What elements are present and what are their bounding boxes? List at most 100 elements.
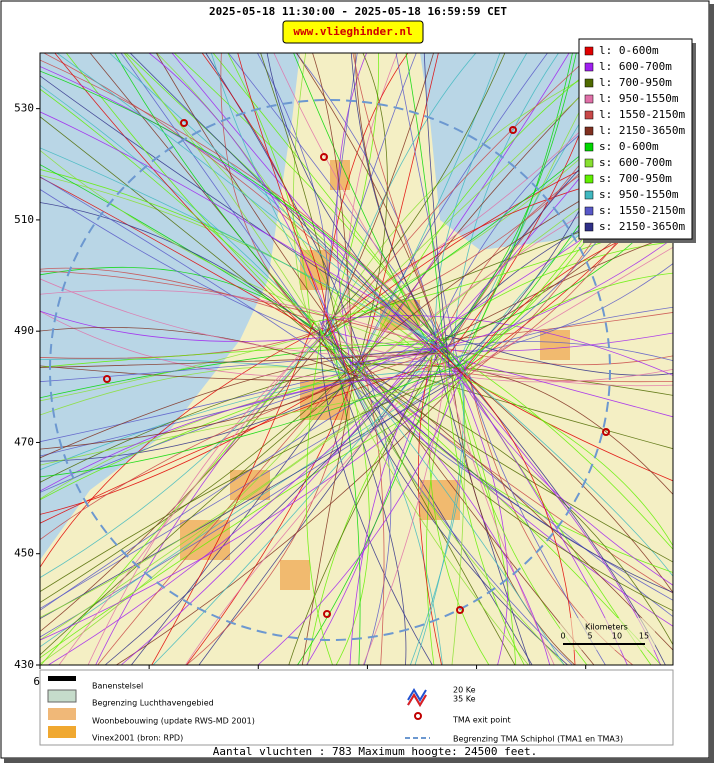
flight-track	[459, 368, 673, 495]
flight-track	[151, 322, 315, 665]
flight-track	[40, 332, 322, 402]
scale-tick: 0	[560, 632, 565, 641]
flight-track	[326, 320, 361, 665]
flight-track	[456, 53, 573, 369]
flight-track	[455, 246, 673, 378]
flight-track	[311, 333, 673, 387]
flight-track	[451, 363, 466, 665]
flight-track	[348, 365, 516, 665]
flight-track	[301, 375, 355, 665]
flight-track	[40, 344, 432, 501]
flight-track	[323, 315, 673, 376]
flight-track	[349, 238, 673, 364]
flight-track	[40, 326, 362, 379]
key-label: Banenstelsel	[92, 682, 143, 691]
scale-tick: 15	[639, 632, 649, 641]
key-label: Begrenzing TMA Schiphol (TMA1 en TMA3)	[453, 735, 623, 744]
flight-track	[40, 267, 315, 322]
legend-label: s: 600-700m	[599, 156, 672, 169]
flight-track	[40, 379, 470, 659]
flight-track	[451, 364, 673, 586]
flight-track	[307, 354, 451, 665]
legend-swatch	[584, 46, 594, 56]
flight-track	[40, 372, 460, 592]
flight-track	[40, 374, 358, 450]
flight-track	[319, 330, 433, 665]
flight-track	[120, 53, 311, 323]
key: Banenstelsel Begrenzing Luchthavengebied…	[39, 669, 674, 746]
flight-track	[361, 377, 673, 593]
flight-track	[40, 372, 464, 641]
flight-track	[40, 351, 440, 540]
flight-track	[442, 312, 673, 341]
flight-track	[352, 53, 447, 346]
flight-track	[350, 372, 673, 612]
flight-track	[40, 310, 329, 342]
flight-track	[457, 375, 673, 546]
flight-track	[40, 366, 352, 416]
flight-track	[350, 53, 436, 337]
flight-track	[328, 333, 565, 665]
flight-track	[362, 376, 673, 627]
flight-track	[40, 328, 323, 568]
flight-track	[40, 370, 466, 471]
flight-track	[362, 344, 449, 665]
flight-track	[429, 241, 673, 340]
legend-label: l: 2150-3650m	[599, 124, 685, 137]
legend-swatch	[584, 174, 594, 184]
flight-track	[40, 289, 440, 351]
site-link[interactable]: www.vlieghinder.nl	[293, 25, 412, 38]
y-tick-label: 490	[14, 324, 34, 337]
flight-track	[417, 335, 442, 665]
flight-track	[56, 53, 438, 349]
flight-track	[40, 377, 349, 665]
flight-track	[451, 375, 576, 665]
flight-track	[295, 53, 438, 348]
flight-track	[87, 337, 320, 665]
flight-track	[228, 53, 450, 347]
flight-track	[40, 111, 444, 344]
flight-track	[40, 366, 465, 648]
shadow	[4, 758, 714, 763]
flight-track	[324, 53, 434, 337]
flight-track	[257, 361, 468, 665]
flight-track	[461, 359, 673, 418]
flight-track	[123, 53, 348, 373]
flight-track	[439, 53, 577, 348]
flight-track	[40, 278, 441, 357]
flight-track	[348, 361, 551, 665]
flight-track	[352, 360, 673, 617]
flight-track	[129, 53, 452, 367]
key-label: 20 Ke	[453, 686, 476, 695]
flight-track	[305, 331, 333, 665]
shadow	[709, 4, 714, 761]
flight-track	[358, 370, 673, 563]
flight-track	[292, 53, 313, 325]
key-label: TMA exit point	[452, 716, 511, 725]
flight-track	[428, 338, 490, 665]
flight-track	[40, 345, 446, 618]
flight-track	[40, 377, 364, 462]
site-badge[interactable]	[282, 20, 424, 44]
flight-track	[40, 365, 458, 382]
flight-track	[354, 53, 433, 336]
flight-track	[353, 53, 548, 374]
flight-track	[186, 373, 353, 665]
flight-track	[120, 338, 431, 665]
exit-points	[103, 119, 610, 618]
flight-track	[322, 53, 358, 326]
flight-track	[355, 263, 673, 364]
flight-track	[355, 53, 501, 368]
y-tick-label: 510	[14, 213, 34, 226]
y-tick-label: 530	[14, 102, 34, 115]
flight-track	[40, 70, 466, 372]
map	[40, 53, 673, 665]
flight-track	[58, 321, 326, 665]
flight-track	[436, 234, 673, 344]
legend-label: l: 1550-2150m	[599, 108, 685, 121]
flight-track	[328, 53, 594, 339]
legend-swatch	[584, 190, 594, 200]
legend-label: l: 700-950m	[599, 76, 672, 89]
flight-track	[462, 371, 673, 577]
